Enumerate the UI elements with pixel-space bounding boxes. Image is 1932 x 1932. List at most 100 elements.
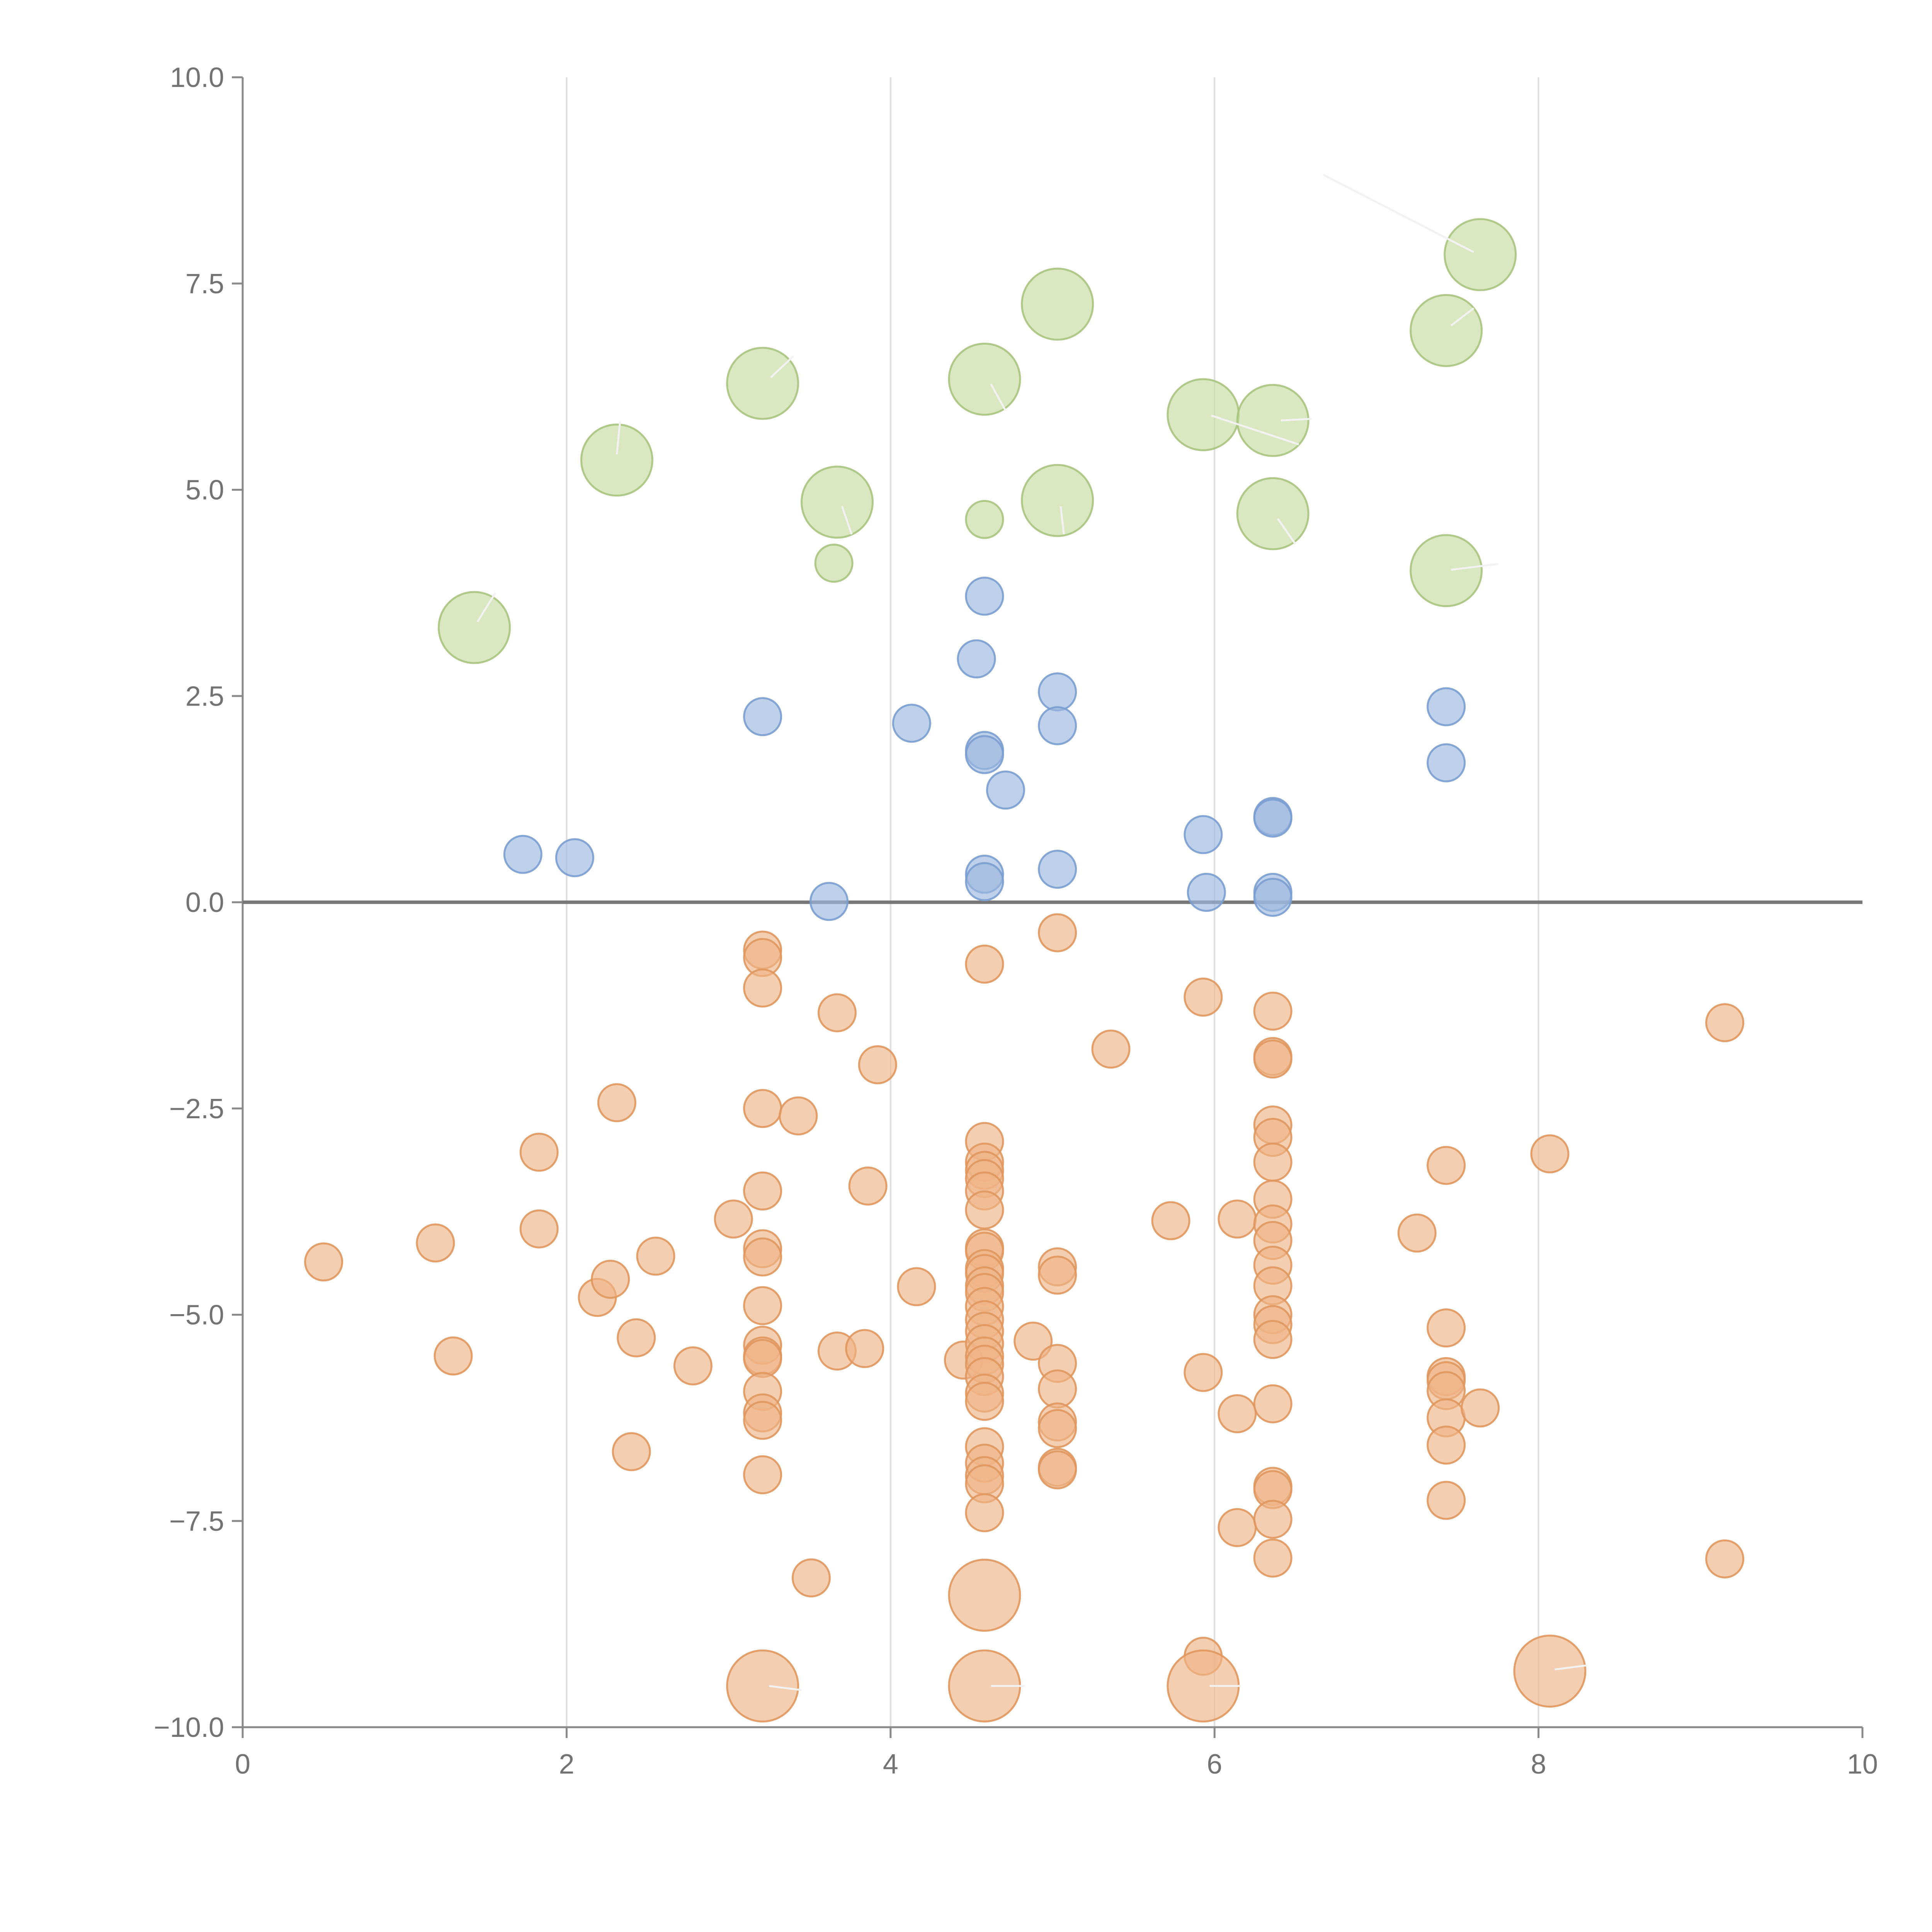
small-orange-point: [1427, 1425, 1466, 1465]
small-orange-point: [1253, 1384, 1293, 1423]
small-orange-point: [519, 1133, 559, 1172]
small-orange-point: [1184, 978, 1223, 1017]
leader-line: [476, 592, 497, 622]
large-green-point: [437, 591, 511, 664]
large-green-point: [1444, 218, 1517, 291]
large-green-point: [1167, 378, 1240, 451]
small-orange-point: [1038, 1450, 1077, 1490]
leader-line: [770, 355, 794, 378]
small-orange-point: [1461, 1388, 1500, 1428]
y-tick-label: −2.5: [169, 1094, 224, 1124]
x-tick-label: 10: [1847, 1749, 1878, 1780]
small-orange-point: [1705, 1539, 1745, 1578]
small-blue-point: [1187, 872, 1226, 912]
y-tick-label: −7.5: [169, 1506, 224, 1537]
leader-line: [1211, 414, 1299, 446]
small-blue-point: [555, 838, 594, 878]
small-orange-point: [416, 1223, 455, 1263]
small-orange-point: [1253, 1538, 1293, 1578]
small-orange-point: [1397, 1213, 1437, 1253]
leader-line: [1450, 307, 1475, 327]
small-orange-point: [1427, 1308, 1466, 1348]
small-blue-point: [1253, 878, 1293, 917]
small-orange-point: [1427, 1146, 1466, 1185]
small-orange-point: [1253, 1500, 1293, 1539]
small-orange-point: [791, 1558, 831, 1598]
x-tick-label: 2: [559, 1749, 574, 1780]
small-orange-point: [434, 1336, 473, 1376]
small-orange-point: [1038, 1409, 1077, 1448]
small-orange-point: [597, 1083, 636, 1122]
small-orange-point: [779, 1096, 818, 1136]
small-orange-point: [612, 1432, 651, 1471]
leader-lines: [476, 173, 1587, 1691]
small-orange-point: [1427, 1481, 1466, 1520]
small-orange-point: [1038, 1369, 1077, 1409]
small-orange-point: [897, 1267, 936, 1306]
small-orange-point: [1038, 1255, 1077, 1295]
small-orange-point: [743, 1339, 782, 1378]
small-orange-point: [743, 1089, 782, 1128]
small-orange-point: [591, 1260, 630, 1299]
small-orange-point: [743, 1455, 782, 1495]
small-orange-point: [617, 1318, 656, 1357]
small-orange-point: [636, 1236, 675, 1276]
small-orange-point: [1705, 1003, 1745, 1043]
small-orange-point: [1151, 1201, 1190, 1240]
large-orange-point: [1513, 1634, 1587, 1708]
small-blue-point: [957, 639, 996, 679]
small-orange-point: [673, 1346, 713, 1386]
small-blue-point: [1038, 706, 1077, 745]
small-orange-point: [965, 944, 1004, 984]
small-orange-point: [1218, 1394, 1257, 1434]
large-green-point: [1021, 267, 1094, 341]
x-tick-label: 8: [1531, 1749, 1546, 1780]
small-orange-point: [848, 1166, 888, 1206]
x-axis-ticks: 0 2 4 6 8 10: [235, 1727, 1878, 1780]
small-orange-point: [1218, 1199, 1257, 1239]
small-blue-point: [1253, 798, 1293, 838]
large-green-point: [580, 423, 653, 497]
large-green-point: [948, 342, 1021, 416]
small-orange-point: [1218, 1508, 1257, 1547]
small-orange-point: [1184, 1353, 1223, 1392]
small-orange-point: [1253, 1039, 1293, 1079]
y-tick-label: 5.0: [185, 475, 224, 506]
small-orange-point: [1014, 1321, 1053, 1361]
large-green-point: [965, 500, 1004, 539]
leader-line: [1277, 518, 1296, 545]
leader-line: [1322, 173, 1475, 253]
small-orange-point: [304, 1242, 344, 1282]
large-green-point: [1410, 294, 1483, 367]
small-orange-point: [1530, 1134, 1570, 1173]
small-orange-point: [1253, 1143, 1293, 1182]
small-orange-point: [1253, 992, 1293, 1031]
small-blue-point: [1184, 815, 1223, 854]
large-orange-point: [948, 1558, 1021, 1632]
small-orange-point: [1091, 1029, 1131, 1069]
small-orange-point: [743, 1401, 782, 1440]
small-blue-point: [965, 862, 1004, 901]
small-orange-point: [965, 1190, 1004, 1230]
small-blue-point: [810, 882, 849, 921]
small-orange-point: [743, 1286, 782, 1325]
y-tick-label: −10.0: [154, 1712, 224, 1743]
large-green-point: [1021, 464, 1094, 537]
large-green-point: [726, 347, 799, 420]
small-orange-point: [743, 1171, 782, 1211]
x-tick-label: 4: [883, 1749, 898, 1780]
small-blue-point: [892, 704, 931, 743]
y-tick-label: −5.0: [169, 1300, 224, 1331]
leader-line: [1060, 506, 1065, 535]
y-tick-label: 10.0: [170, 62, 224, 93]
data-points: [304, 218, 1745, 1723]
x-tick-label: 6: [1207, 1749, 1222, 1780]
leader-line: [769, 1685, 802, 1691]
leader-line: [1451, 563, 1498, 571]
large-orange-point: [726, 1649, 799, 1723]
leader-line: [1281, 418, 1312, 422]
small-orange-point: [817, 993, 857, 1032]
small-orange-point: [965, 1382, 1004, 1421]
